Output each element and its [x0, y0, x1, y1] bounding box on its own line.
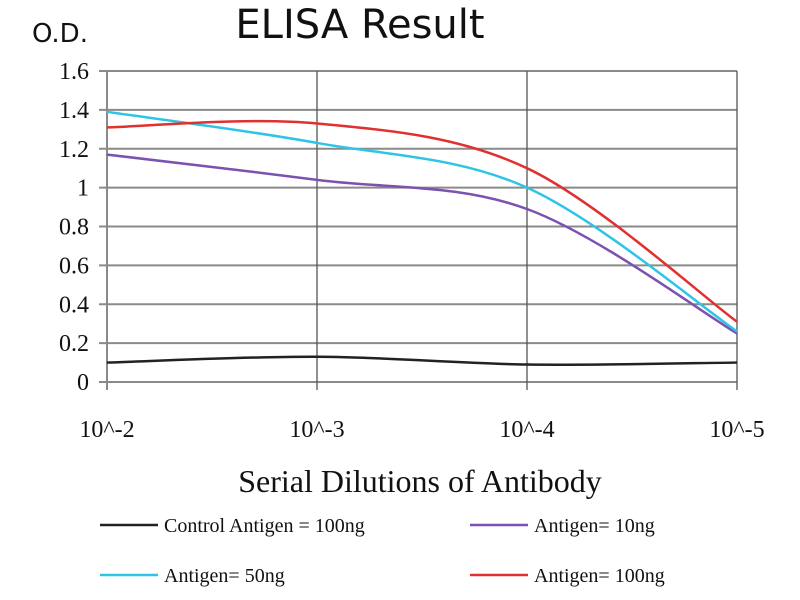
legend-label: Antigen= 50ng [164, 565, 285, 587]
series-line-2 [106, 110, 738, 333]
legend-label: Control Antigen = 100ng [164, 515, 365, 537]
legend-label: Antigen= 100ng [534, 565, 665, 587]
series-line-1 [106, 153, 738, 335]
y-tick-label: 0 [77, 370, 89, 396]
y-tick-label: 0.6 [59, 253, 89, 279]
y-tick-label: 0.4 [59, 292, 89, 318]
legend-label: Antigen= 10ng [534, 515, 655, 537]
x-axis-label: Serial Dilutions of Antibody [238, 463, 602, 499]
x-tick-label: 10^-3 [289, 417, 344, 443]
y-tick-label: 0.2 [59, 331, 89, 357]
y-tick-label: 1.2 [59, 137, 89, 163]
series-line-3 [106, 119, 738, 323]
x-tick-label: 10^-2 [79, 417, 134, 443]
y-axis-label: O.D. [32, 19, 88, 49]
y-tick-label: 1.4 [59, 98, 89, 124]
y-tick-label: 0.8 [59, 215, 89, 241]
x-tick-label: 10^-4 [499, 417, 554, 443]
series-line-0 [106, 355, 738, 366]
y-tick-label: 1 [77, 176, 89, 202]
chart-title: ELISA Result [235, 2, 484, 48]
x-tick-label: 10^-5 [709, 417, 764, 443]
y-tick-label: 1.6 [59, 59, 89, 85]
